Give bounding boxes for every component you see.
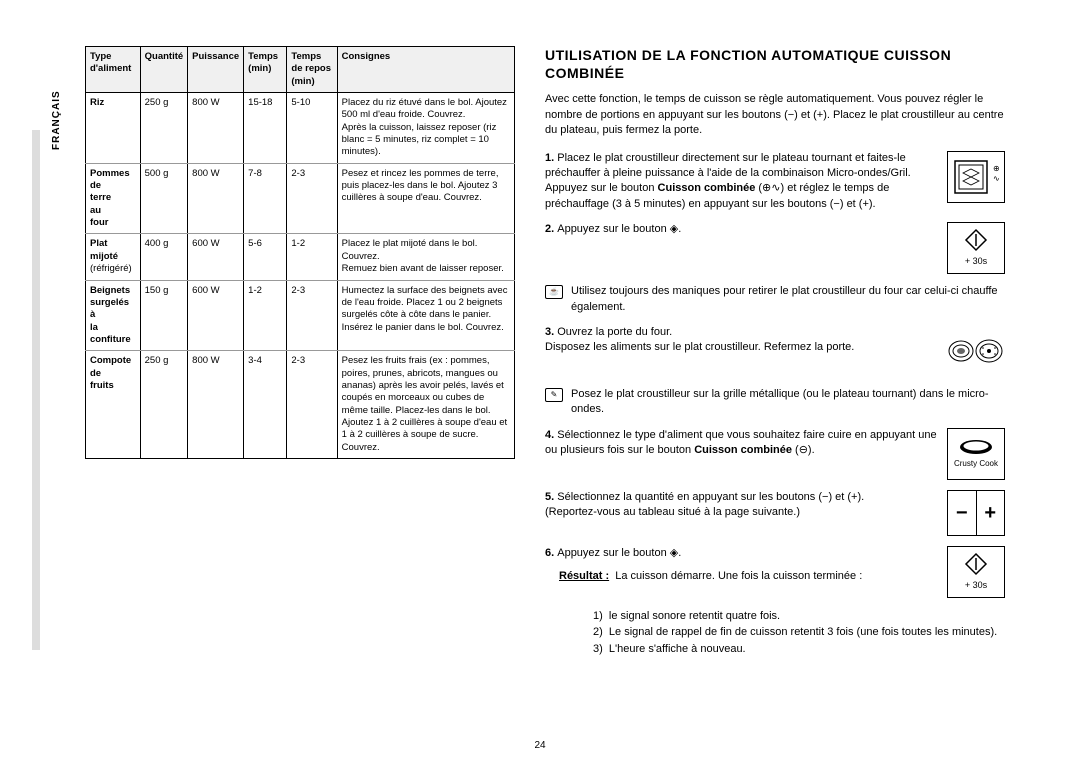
note-grill: Posez le plat croustilleur sur la grille… [571,387,1005,418]
table-cell: 5-6 [244,234,287,280]
table-cell: Compotedefruits [86,351,141,459]
plate-icons [947,325,1005,377]
start-30s-icon: + 30s [947,222,1005,274]
step-6: 6. Appuyez sur le bouton ◈. Résultat : L… [545,546,939,598]
intro-text: Avec cette fonction, le temps de cuisson… [545,92,1005,138]
table-section: Type d'alimentQuantitéPuissanceTemps (mi… [85,46,515,657]
result-label: Résultat : [559,570,609,582]
table-cell: Pesez les fruits frais (ex : pommes, poi… [337,351,514,459]
table-row: Compotedefruits250 g800 W3-42-3Pesez les… [86,351,515,459]
cooking-table: Type d'alimentQuantitéPuissanceTemps (mi… [85,46,515,459]
table-header: Temps (min) [244,47,287,93]
table-header: Puissance [188,47,244,93]
step-1: 1. Placez le plat croustilleur directeme… [545,151,939,213]
table-cell: 800 W [188,351,244,459]
instructions-section: UTILISATION DE LA FONCTION AUTOMATIQUE C… [545,46,1005,657]
table-cell: 5-10 [287,93,337,164]
svg-text:∿: ∿ [993,174,999,183]
step-2: 2. Appuyez sur le bouton ◈. [545,222,939,274]
table-cell: Riz [86,93,141,164]
crusty-cook-icon: Crusty Cook [947,428,1005,480]
table-cell: 1-2 [244,280,287,351]
table-cell: Beignetssurgelésàlaconfiture [86,280,141,351]
table-row: Beignetssurgelésàlaconfiture150 g600 W1-… [86,280,515,351]
table-cell: 2-3 [287,351,337,459]
table-cell: Humectez la surface des beignets avec de… [337,280,514,351]
table-cell: 150 g [140,280,188,351]
section-title: UTILISATION DE LA FONCTION AUTOMATIQUE C… [545,46,1005,82]
minus-plus-icon: −+ [947,490,1005,536]
table-cell: 600 W [188,234,244,280]
table-header: Type d'aliment [86,47,141,93]
table-cell: 250 g [140,351,188,459]
table-header: Consignes [337,47,514,93]
step-5: 5. Sélectionnez la quantité en appuyant … [545,490,939,536]
table-cell: Placez du riz étuvé dans le bol. Ajoutez… [337,93,514,164]
result-list: 1) le signal sonore retentit quatre fois… [593,608,1005,658]
table-cell: 1-2 [287,234,337,280]
step-3: 3. Ouvrez la porte du four.Disposez les … [545,325,939,377]
table-row: Riz250 g800 W15-185-10Placez du riz étuv… [86,93,515,164]
step-4: 4. Sélectionnez le type d'aliment que vo… [545,428,939,480]
table-cell: 400 g [140,234,188,280]
table-header: Temps de repos (min) [287,47,337,93]
note-hot: Utilisez toujours des maniques pour reti… [571,284,1005,315]
microwave-grill-icon: ⊕∿ [947,151,1005,203]
table-cell: 800 W [188,93,244,164]
table-cell: Pesez et rincez les pommes de terre, pui… [337,163,514,234]
info-icon: ✎ [545,388,563,402]
table-row: Pommesdeterreaufour500 g800 W7-82-3Pesez… [86,163,515,234]
table-cell: 3-4 [244,351,287,459]
table-header: Quantité [140,47,188,93]
svg-text:⊕: ⊕ [993,164,999,173]
table-row: Platmijoté(réfrigéré)400 g600 W5-61-2Pla… [86,234,515,280]
table-cell: Placez le plat mijoté dans le bol. Couvr… [337,234,514,280]
result-text: La cuisson démarre. Une fois la cuisson … [615,570,862,582]
language-tab: FRANÇAIS [50,90,63,150]
table-cell: 7-8 [244,163,287,234]
table-cell: 800 W [188,163,244,234]
start-30s-icon-2: + 30s [947,546,1005,598]
side-gray-bar [32,130,40,650]
table-cell: 15-18 [244,93,287,164]
caution-hot-icon: ☕ [545,285,563,299]
table-cell: 250 g [140,93,188,164]
table-cell: 500 g [140,163,188,234]
page-number: 24 [534,739,545,752]
table-cell: 600 W [188,280,244,351]
table-cell: Platmijoté(réfrigéré) [86,234,141,280]
table-cell: 2-3 [287,280,337,351]
table-cell: 2-3 [287,163,337,234]
table-cell: Pommesdeterreaufour [86,163,141,234]
